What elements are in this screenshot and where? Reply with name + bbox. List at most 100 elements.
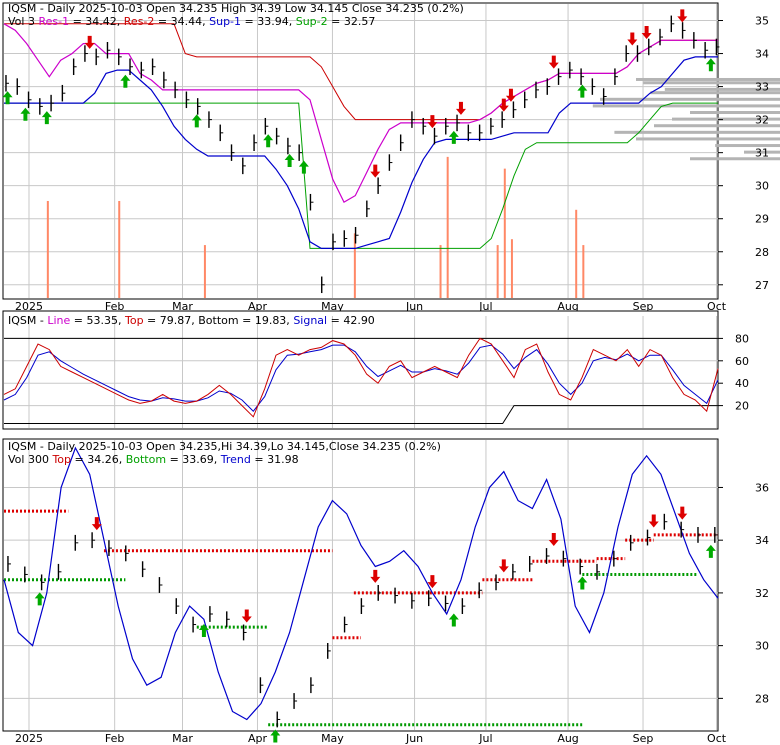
oscillator-panel-frame — [2, 310, 719, 430]
buy-arrow-icon — [263, 134, 274, 148]
sell-arrow-icon — [627, 32, 638, 46]
price-legend-part-5: Sup-1 — [209, 15, 241, 28]
sell-arrow-icon — [241, 609, 252, 623]
sell-arrow-icon — [641, 25, 652, 39]
trend-panel-frame — [2, 438, 719, 732]
buy-arrow-icon — [20, 107, 31, 121]
price-y-tick-label: 35 — [755, 15, 769, 28]
price-x-tick-label: Jun — [405, 300, 423, 313]
volume-profile-bar — [690, 111, 780, 115]
buy-arrow-icon — [198, 624, 209, 637]
oscillator-title-part-5: Bottom — [198, 314, 238, 327]
sell-arrow-icon — [677, 9, 688, 23]
trend-x-tick-label: Apr — [248, 732, 268, 745]
trend-legend-part-6: = 31.98 — [251, 453, 299, 466]
price-y-tick-label: 34 — [755, 48, 769, 61]
trend-legend-part-4: = 33.69, — [166, 453, 221, 466]
price-y-tick-label: 32 — [755, 114, 769, 127]
price-y-tick-label: 28 — [755, 246, 769, 259]
sell-arrow-icon — [84, 35, 95, 49]
buy-arrow-icon — [448, 613, 459, 627]
volume-bars — [46, 156, 585, 298]
sell-arrow-icon — [427, 115, 438, 129]
trend-x-tick-label: Aug — [557, 732, 578, 745]
volume-bar — [510, 239, 513, 298]
price-panel-title: IQSM - Daily 2025-10-03 Open 34.235 High… — [8, 2, 464, 15]
trend-x-tick-label: Jul — [478, 732, 492, 745]
price-x-tick-label: May — [321, 300, 344, 313]
volume-profile-bar — [614, 130, 780, 134]
trend-y-ticks: 28 30 32 34 36 — [718, 481, 769, 705]
price-title-part-0: IQSM - Daily 2025-10-03 Open 34.235 High… — [8, 2, 464, 15]
trend-x-tick-label: Mar — [172, 732, 193, 745]
oscillator-panel: 20 40 60 80 IQSM - Line = 53.35, Top = 79.8… — [2, 310, 749, 430]
trend-panel-title: IQSM - Daily 2025-10-03 Open 34.235,Hi 3… — [8, 440, 441, 453]
price-x-tick-label: 2025 — [15, 300, 43, 313]
sell-arrow-icon — [455, 101, 466, 115]
trend-y-tick-label: 36 — [755, 481, 769, 494]
price-x-tick-label: Feb — [105, 300, 124, 313]
trend-x-tick-label: 2025 — [15, 732, 43, 745]
price-x-tick-label: Sep — [633, 300, 654, 313]
volume-profile-bar — [650, 91, 780, 95]
oscillator-y-tick-label: 80 — [735, 332, 749, 345]
price-indicator-lines — [3, 23, 718, 249]
sell-arrow-icon — [498, 559, 509, 573]
sup-2-line — [4, 102, 718, 249]
buy-arrow-icon — [120, 74, 131, 88]
trend-x-tick-label: May — [321, 732, 344, 745]
price-panel: 27 28 29 30 31 32 33 34 35 2025 Feb Mar Apr May Jun Ju… — [2, 2, 780, 313]
buy-arrow-icon — [34, 592, 45, 606]
volume-profile-bar — [636, 77, 780, 81]
price-x-ticks: 2025 Feb Mar Apr May Jun Jul Aug Sep Oct — [15, 300, 727, 313]
buy-arrow-icon — [284, 154, 295, 168]
price-legend-part-7: Sup-2 — [296, 15, 328, 28]
sup-1-line — [4, 56, 718, 249]
signal-line — [3, 344, 719, 412]
price-y-tick-label: 33 — [755, 81, 769, 94]
oscillator-title-part-8: = 42.90 — [327, 314, 375, 327]
price-legend-part-1: Res-1 — [38, 15, 69, 28]
buy-arrow-icon — [577, 84, 588, 98]
buy-arrow-icon — [191, 114, 202, 128]
volume-bar — [118, 200, 121, 298]
volume-profile-bar — [715, 144, 780, 148]
res-1-line — [3, 23, 718, 204]
price-signal-arrows — [2, 9, 716, 178]
buy-arrow-icon — [41, 111, 52, 125]
trend-legend-part-5: Trend — [220, 453, 251, 466]
volume-bar — [496, 245, 499, 298]
trend-y-tick-label: 28 — [755, 692, 769, 705]
price-x-tick-label: Aug — [557, 300, 578, 313]
volume-bar — [575, 209, 578, 298]
volume-profile-bar — [664, 87, 780, 91]
trend-y-tick-label: 32 — [755, 587, 769, 600]
volume-profile-bar — [592, 104, 780, 108]
oscillator-y-tick-label: 60 — [735, 355, 749, 368]
oscillator-line — [3, 337, 719, 418]
volume-bar — [582, 245, 585, 298]
oscillator-title-part-4: = 79.87, — [144, 314, 199, 327]
trend-x-tick-label: Sep — [633, 732, 654, 745]
oscillator-lines — [3, 337, 719, 424]
volume-profile-bar — [600, 97, 780, 101]
buy-arrow-icon — [298, 160, 309, 174]
trend-x-ticks: 2025 Feb Mar Apr May Jun Jul Aug Sep Oct — [15, 732, 727, 745]
buy-arrow-icon — [577, 576, 588, 590]
buy-arrow-icon — [705, 58, 716, 72]
volume-profile-bar — [636, 137, 780, 141]
price-panel-legend: Vol 3 Res-1 = 34.42, Res-2 = 34.44, Sup-… — [8, 15, 375, 28]
price-legend-part-2: = 34.42, — [69, 15, 124, 28]
trend-line — [3, 446, 719, 721]
price-legend-part-6: = 33.94, — [241, 15, 296, 28]
price-legend-part-3: Res-2 — [124, 15, 155, 28]
trend-legend-part-1: Top — [51, 453, 71, 466]
sell-arrow-icon — [91, 517, 102, 531]
price-y-tick-label: 31 — [755, 147, 769, 160]
trend-grid — [4, 440, 718, 730]
trend-legend-part-0: Vol 300 — [8, 453, 52, 466]
price-legend-part-8: = 32.57 — [328, 15, 376, 28]
sell-arrow-icon — [548, 55, 559, 69]
trend-panel: 28 30 32 34 36 2025 Feb Mar Apr May Jun Jul Aug Sep O… — [2, 438, 769, 745]
